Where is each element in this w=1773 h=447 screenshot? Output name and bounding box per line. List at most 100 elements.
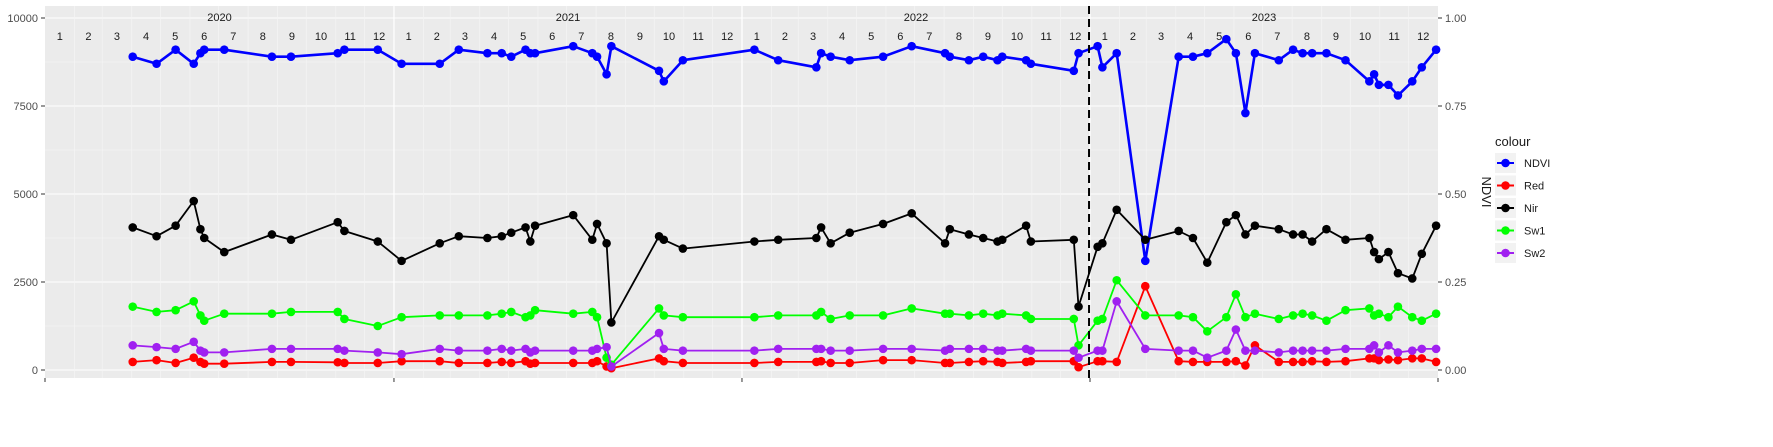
month-label: 3 — [462, 31, 468, 43]
month-label: 11 — [1040, 31, 1051, 43]
point-ndvi — [1322, 48, 1331, 58]
year-label: 2020 — [207, 12, 231, 24]
point-nir — [997, 235, 1007, 245]
point-red — [1112, 357, 1121, 367]
month-label: 12 — [1417, 31, 1429, 43]
point-sw1 — [1222, 312, 1231, 322]
point-nir — [397, 256, 406, 266]
point-sw1 — [1250, 309, 1260, 318]
point-nir — [454, 231, 464, 241]
point-red — [845, 358, 855, 368]
point-sw1 — [1026, 314, 1036, 324]
point-sw2 — [1431, 344, 1441, 354]
point-nir — [1098, 238, 1107, 248]
point-nir — [1307, 237, 1317, 246]
point-ndvi — [497, 48, 507, 58]
point-sw2 — [530, 346, 540, 355]
month-label: 6 — [549, 31, 555, 43]
month-label: 8 — [260, 31, 266, 43]
point-sw2 — [333, 344, 343, 354]
point-red — [1407, 354, 1417, 363]
point-sw2 — [497, 344, 507, 354]
point-sw2 — [1188, 346, 1198, 355]
point-red — [1026, 356, 1036, 366]
point-ndvi — [568, 41, 578, 51]
point-ndvi — [1174, 52, 1183, 62]
point-sw2 — [1112, 297, 1121, 306]
point-ndvi — [1365, 77, 1374, 86]
month-label: 9 — [637, 31, 643, 43]
point-red — [267, 357, 277, 367]
point-red — [483, 358, 492, 368]
point-ndvi — [1369, 70, 1379, 79]
point-nir — [1374, 254, 1384, 264]
point-sw2 — [219, 348, 229, 357]
point-ndvi — [1288, 45, 1298, 54]
point-red — [128, 357, 138, 367]
point-nir — [592, 219, 602, 229]
point-red — [568, 358, 578, 368]
point-red — [1374, 355, 1384, 365]
point-sw2 — [1288, 346, 1298, 355]
point-sw2 — [267, 344, 277, 354]
y-tick-label: 2500 — [14, 277, 38, 289]
point-sw1 — [1274, 314, 1284, 324]
month-label: 6 — [897, 31, 903, 43]
point-sw2 — [1407, 346, 1417, 355]
month-label: 10 — [1011, 31, 1023, 43]
point-nir — [1407, 274, 1417, 283]
point-red — [826, 358, 835, 368]
point-nir — [506, 228, 516, 238]
point-sw2 — [978, 344, 988, 354]
y2-axis-title: NDVI — [1479, 176, 1494, 207]
point-sw2 — [286, 344, 296, 354]
y2-tick-label: 0.25 — [1445, 277, 1466, 289]
month-label: 9 — [985, 31, 991, 43]
point-nir — [1341, 235, 1350, 245]
point-sw2 — [568, 346, 578, 355]
point-ndvi — [128, 52, 138, 62]
point-sw1 — [1341, 305, 1350, 315]
point-nir — [171, 221, 180, 230]
point-ndvi — [373, 45, 383, 54]
point-nir — [1112, 205, 1121, 215]
point-sw1 — [435, 311, 445, 320]
point-nir — [1288, 230, 1298, 239]
point-ndvi — [267, 52, 277, 62]
legend-label: Sw1 — [1524, 226, 1545, 238]
point-ndvi — [506, 52, 516, 62]
point-sw1 — [878, 311, 888, 320]
point-sw2 — [483, 346, 492, 355]
y2-tick-label: 0.50 — [1445, 189, 1466, 201]
point-red — [750, 358, 759, 368]
point-sw2 — [1231, 325, 1241, 334]
point-ndvi — [1431, 45, 1441, 54]
point-ndvi — [199, 45, 209, 54]
point-red — [678, 358, 688, 368]
point-sw1 — [1069, 314, 1079, 324]
month-label: 5 — [520, 31, 526, 43]
point-sw2 — [1274, 348, 1284, 357]
point-red — [199, 359, 209, 368]
point-red — [219, 359, 229, 368]
point-nir — [1417, 249, 1427, 259]
point-sw2 — [659, 344, 669, 354]
point-sw1 — [907, 304, 916, 313]
point-ndvi — [592, 52, 602, 62]
point-sw1 — [171, 305, 180, 315]
point-sw1 — [1241, 312, 1250, 322]
point-ndvi — [1384, 80, 1393, 90]
month-label: 2 — [85, 31, 91, 43]
point-nir — [978, 233, 988, 243]
point-red — [189, 353, 199, 362]
point-red — [1307, 356, 1317, 366]
point-red — [497, 357, 507, 367]
point-sw1 — [845, 311, 855, 320]
point-ndvi — [602, 70, 611, 79]
point-sw2 — [1341, 344, 1350, 354]
point-sw1 — [773, 311, 783, 320]
point-ndvi — [1140, 256, 1150, 266]
point-sw2 — [1307, 346, 1317, 355]
point-sw1 — [568, 309, 578, 318]
